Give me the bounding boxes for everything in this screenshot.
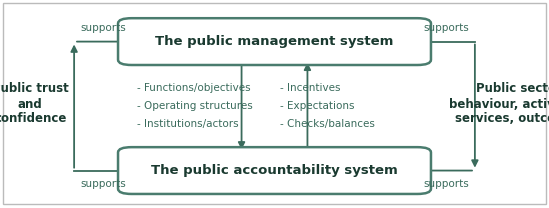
Text: supports: supports bbox=[80, 179, 126, 189]
Text: Public trust
and
confidence: Public trust and confidence bbox=[0, 83, 69, 125]
FancyBboxPatch shape bbox=[118, 147, 431, 194]
Text: - Incentives: - Incentives bbox=[280, 83, 340, 93]
Text: The public management system: The public management system bbox=[155, 35, 394, 48]
Text: supports: supports bbox=[80, 23, 126, 33]
Text: supports: supports bbox=[423, 23, 469, 33]
Text: Public sector
behaviour, activities,
services, outcomes: Public sector behaviour, activities, ser… bbox=[449, 83, 549, 125]
Text: The public accountability system: The public accountability system bbox=[151, 164, 398, 177]
Text: supports: supports bbox=[423, 179, 469, 189]
Text: - Checks/balances: - Checks/balances bbox=[280, 119, 375, 129]
Text: - Expectations: - Expectations bbox=[280, 101, 355, 111]
Text: - Operating structures: - Operating structures bbox=[137, 101, 253, 111]
FancyBboxPatch shape bbox=[118, 18, 431, 65]
Text: - Functions/objectives: - Functions/objectives bbox=[137, 83, 251, 93]
Text: - Institutions/actors: - Institutions/actors bbox=[137, 119, 239, 129]
